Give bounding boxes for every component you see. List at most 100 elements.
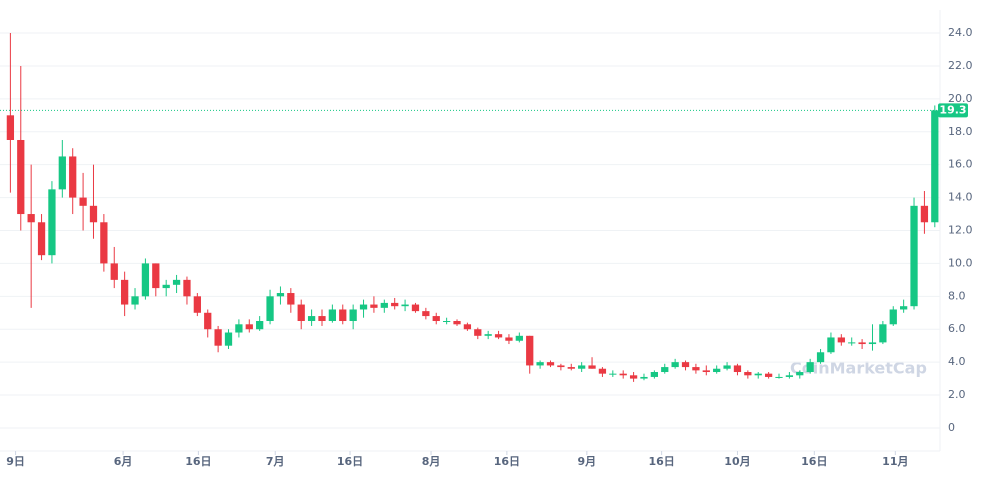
y-tick-label: 12.0 [948,224,973,237]
candle-body [6,115,15,140]
candle-body [37,222,46,256]
candle-body [380,302,388,308]
x-tick-label: 16日 [337,455,363,468]
candle-body [141,263,150,297]
candle-body [17,139,25,215]
candle-body [837,337,845,343]
candle-body [224,332,233,346]
candle-body [27,214,35,223]
candle-body [328,309,337,322]
candle-body [339,309,347,322]
x-tick-label: 7月 [266,455,285,468]
x-tick-label: 9日 [6,455,25,468]
y-tick-label: 2.0 [948,388,966,401]
candle-body [796,372,804,376]
candle-body [494,334,503,338]
x-tick-label: 10月 [724,455,750,468]
candle-body [349,309,357,322]
candle-body [214,329,222,346]
candle-body [764,373,773,377]
y-tick-label: 6.0 [948,322,966,335]
candle-body [307,316,316,322]
candle-body [474,329,482,336]
candle-body [536,362,544,366]
candle-body [598,368,607,374]
watermark: CoinMarketCap [790,359,927,378]
candle-body [754,373,762,376]
y-tick-label: 24.0 [948,26,973,39]
candle-body [692,367,700,371]
candle-body [121,279,129,305]
y-tick-label: 10.0 [948,256,973,269]
candle-body [79,197,87,206]
candle-body [256,321,264,330]
y-tick-label: 4.0 [948,355,966,368]
candle-body [650,372,658,377]
candle-body [172,279,181,285]
candle-body [100,222,108,264]
candle-body [58,156,66,190]
candle-body [193,296,201,313]
candle-body [235,324,243,333]
last-price-label: 19.3 [939,103,966,116]
candle-body [858,342,866,345]
candle-body [266,296,274,322]
candle-body [359,304,368,310]
candle-body [785,375,794,377]
candle-body [526,335,534,366]
candle-body [713,368,721,373]
candle-body [297,304,305,322]
x-tick-label: 8月 [422,455,441,468]
y-tick-label: 14.0 [948,191,973,204]
x-tick-label: 16日 [648,455,674,468]
candle-body [110,263,118,280]
x-tick-label: 6月 [114,455,133,468]
x-tick-label: 11月 [882,455,908,468]
candle-body [370,304,378,308]
candle-body [131,296,139,305]
candle-body [505,337,513,341]
candle-body [152,263,160,289]
candle-body [702,370,710,373]
y-tick-label: 22.0 [948,59,973,72]
candle-body [557,365,565,368]
candle-body [733,365,742,373]
candle-body [629,375,638,379]
candle-body [723,365,731,369]
candle-body [453,321,461,325]
candle-body [442,321,451,323]
candle-body [89,205,98,223]
candle-body [276,293,285,297]
candle-body [868,342,877,345]
candle-body [879,324,887,343]
candle-body [48,189,56,256]
candle-body [827,337,835,353]
x-tick-label: 16日 [185,455,211,468]
x-tick-label: 16日 [801,455,827,468]
y-tick-label: 0 [948,421,955,434]
candle-body [567,367,575,369]
candle-body [578,365,586,369]
candle-body [640,376,648,379]
candle-body [619,373,627,376]
candle-body [546,362,555,366]
candle-body [401,304,409,307]
candle-body [806,362,814,373]
candle-body [432,316,440,322]
x-tick-label: 16日 [494,455,520,468]
candle-body [411,304,420,312]
candle-body [609,373,617,375]
candle-body [920,205,929,223]
candle-body [318,316,326,322]
candle-body [162,284,170,289]
candle-body [515,335,523,341]
y-tick-label: 18.0 [948,125,973,138]
candle-body [816,352,825,363]
candle-body [661,367,669,373]
candle-body [775,376,783,378]
last-price-box [938,103,968,118]
candle-body [889,309,897,325]
y-tick-label: 16.0 [948,158,973,171]
candle-body [69,156,77,198]
